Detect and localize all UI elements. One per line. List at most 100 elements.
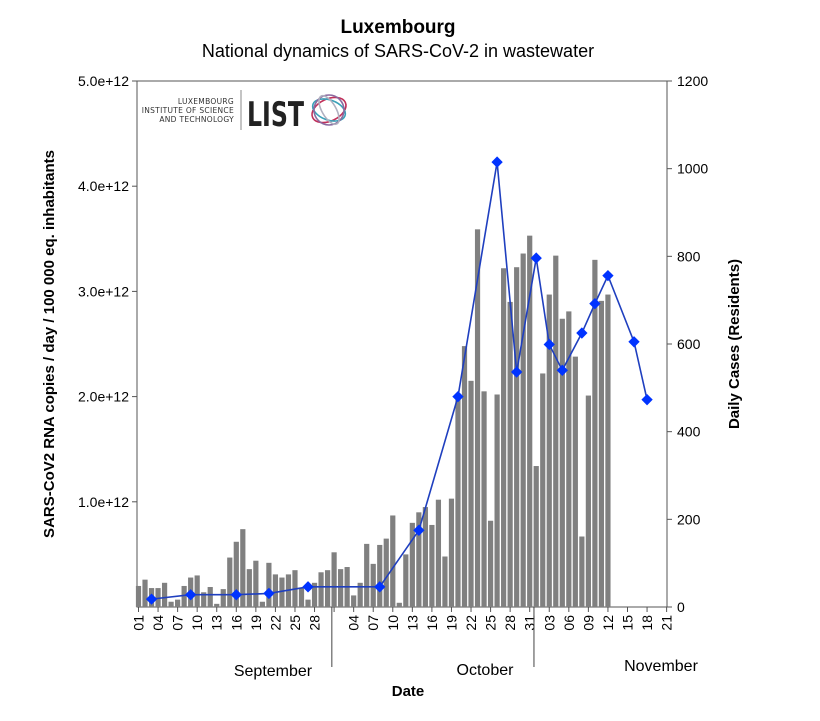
cases-marker <box>145 593 158 605</box>
svg-text:AND TECHNOLOGY: AND TECHNOLOGY <box>159 115 234 124</box>
x-tick-label: 19 <box>443 615 459 631</box>
bar <box>181 585 187 607</box>
y-left-tick-label: 5.0e+12 <box>78 73 129 89</box>
x-tick-label: 06 <box>561 615 577 631</box>
bar <box>572 356 578 607</box>
bar <box>331 552 337 607</box>
x-tick-label: 16 <box>424 615 440 631</box>
cases-marker <box>302 581 314 593</box>
logo: LUXEMBOURG INSTITUTE OF SCIENCE AND TECH… <box>142 90 347 135</box>
bar <box>396 602 402 607</box>
bar <box>442 556 448 607</box>
bar <box>377 544 383 607</box>
bar <box>435 499 442 607</box>
cases-marker <box>556 364 568 376</box>
cases-marker <box>602 269 614 282</box>
svg-text:LUXEMBOURG: LUXEMBOURG <box>178 97 234 106</box>
bar <box>416 512 422 607</box>
bar <box>461 346 468 607</box>
y-left-tick-label: 3.0e+12 <box>78 283 129 299</box>
x-tick-label: 10 <box>189 615 205 631</box>
y-right-tick-label: 200 <box>677 511 701 527</box>
month-label-november: November <box>624 658 698 675</box>
bar <box>194 575 200 607</box>
cases-marker <box>530 252 542 264</box>
x-tick-label: 12 <box>600 615 616 631</box>
x-tick-label: 21 <box>659 615 675 631</box>
svg-text:INSTITUTE OF SCIENCE: INSTITUTE OF SCIENCE <box>142 106 234 115</box>
x-label: Date <box>392 683 425 700</box>
y-right-tick-label: 400 <box>677 424 701 440</box>
bar <box>318 572 324 607</box>
bar <box>351 595 357 607</box>
bar <box>566 311 572 607</box>
chart-title: Luxembourg <box>340 17 455 38</box>
x-tick-label: 03 <box>541 615 557 631</box>
bar <box>370 563 376 607</box>
x-tick-label: 13 <box>404 615 420 631</box>
cases-line <box>151 161 648 600</box>
bar <box>207 587 213 607</box>
bar <box>253 560 259 607</box>
bar <box>233 541 239 607</box>
y-left-label: SARS-CoV2 RNA copies / day / 100 000 eq.… <box>41 150 58 538</box>
bar <box>546 294 552 607</box>
y-left-tick-label: 2.0e+12 <box>78 389 129 405</box>
logo-globe-icon <box>311 94 347 126</box>
bar <box>259 601 265 607</box>
bar <box>448 498 455 607</box>
bar <box>142 579 148 607</box>
cases-marker <box>576 327 588 339</box>
bar <box>220 589 226 607</box>
y-right-tick-label: 0 <box>677 599 685 615</box>
bar <box>161 582 168 607</box>
bar <box>422 507 428 607</box>
y-left-tick-label: 1.0e+12 <box>78 494 129 510</box>
bar <box>468 380 474 607</box>
bar <box>298 588 305 607</box>
bar <box>487 520 494 607</box>
x-tick-label: 22 <box>463 615 479 631</box>
bar <box>592 259 598 607</box>
bar <box>272 574 279 607</box>
bar <box>364 543 370 607</box>
cases-marker <box>263 587 275 600</box>
bar <box>514 267 520 607</box>
bar <box>507 301 513 607</box>
x-tick-label: 31 <box>522 615 538 631</box>
y-left-tick-label: 4.0e+12 <box>78 178 129 194</box>
bar <box>227 557 233 607</box>
cases-marker <box>230 589 242 601</box>
bar <box>429 524 435 607</box>
bar <box>266 562 272 607</box>
x-tick-label: 28 <box>502 615 518 631</box>
bar <box>311 582 318 607</box>
y-right-tick-label: 1200 <box>677 73 708 89</box>
bar <box>155 588 161 607</box>
x-tick-label: 22 <box>267 615 283 631</box>
y-right-tick-label: 800 <box>677 248 701 264</box>
x-tick-label: 10 <box>385 615 401 631</box>
cases-marker <box>628 336 640 348</box>
bar <box>409 522 415 607</box>
bar <box>135 585 142 607</box>
bar <box>559 318 565 607</box>
bar <box>501 268 507 607</box>
x-tick-label: 04 <box>150 615 166 631</box>
bar <box>474 229 481 607</box>
bar <box>279 577 285 607</box>
bar <box>168 601 174 607</box>
x-tick-label: 04 <box>346 615 362 631</box>
cases-marker <box>452 390 464 403</box>
x-tick-label: 19 <box>248 615 264 631</box>
cases-marker <box>589 298 601 310</box>
bar <box>390 515 396 607</box>
bar <box>246 569 252 607</box>
x-tick-label: 09 <box>580 615 596 631</box>
x-tick-label: 25 <box>483 615 499 631</box>
x-tick-label: 15 <box>620 615 636 631</box>
logo-wordmark: LIST <box>247 95 304 135</box>
cases-marker <box>543 338 555 351</box>
x-tick-label: 07 <box>170 615 186 631</box>
